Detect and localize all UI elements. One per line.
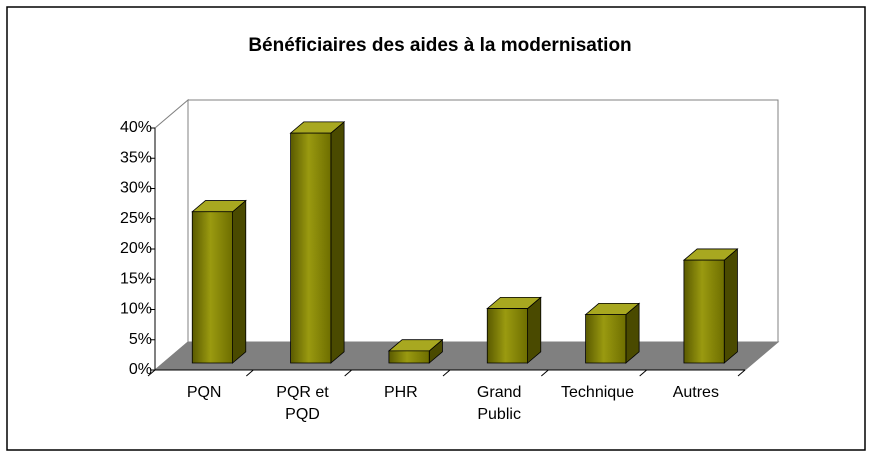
- bar-side: [330, 121, 345, 364]
- chart-title: Bénéficiaires des aides à la modernisati…: [248, 35, 631, 56]
- x-tick: [442, 369, 451, 377]
- x-tick: [344, 369, 352, 377]
- x-tick: [246, 369, 254, 377]
- y-tick-label: 40%: [120, 119, 152, 136]
- x-tick-label: Technique: [561, 384, 634, 401]
- x-tick-label: Grand Public: [476, 384, 522, 423]
- y-tick-label: 35%: [120, 149, 152, 166]
- bar-side: [723, 248, 738, 364]
- x-tick: [541, 369, 549, 377]
- y-tick-label: 0%: [129, 361, 152, 378]
- y-tick-label: 5%: [129, 331, 152, 348]
- y-tick-label: 10%: [120, 301, 152, 318]
- bar: [191, 199, 247, 364]
- bar-front: [191, 211, 233, 364]
- bar-front: [585, 314, 627, 364]
- y-tick-label: 30%: [120, 180, 152, 197]
- bar: [387, 338, 444, 364]
- bar: [682, 248, 739, 364]
- bar-front: [388, 350, 430, 364]
- x-tick: [147, 369, 156, 377]
- bar-side: [232, 199, 247, 364]
- x-tick: [639, 369, 647, 377]
- x-tick-label: Autres: [672, 384, 719, 401]
- bar: [289, 121, 346, 364]
- bar-front: [290, 132, 332, 364]
- x-tick: [737, 369, 746, 377]
- x-tick-label: PQN: [186, 384, 222, 401]
- bar-front: [486, 308, 528, 364]
- bar-front: [683, 259, 725, 364]
- y-tick-label: 20%: [120, 240, 152, 257]
- bar: [486, 296, 542, 364]
- bar: [584, 302, 641, 364]
- y-tick-label: 15%: [120, 270, 152, 287]
- side-wall: [154, 98, 189, 372]
- y-tick-label: 25%: [120, 210, 152, 227]
- x-tick-label: PHR: [383, 384, 418, 401]
- x-tick-label: PQR et PQD: [276, 384, 329, 423]
